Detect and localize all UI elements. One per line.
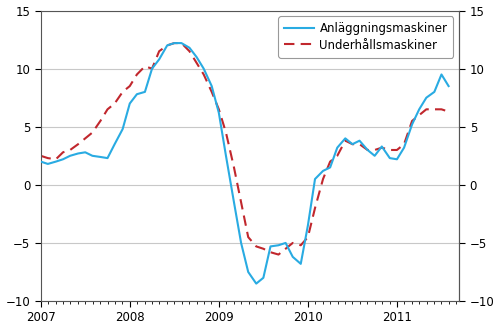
Anläggningsmaskiner <box>446 84 452 88</box>
Line: Anläggningsmaskiner: Anläggningsmaskiner <box>40 43 449 283</box>
Anläggningsmaskiner <box>172 41 177 45</box>
Anläggningsmaskiner <box>320 169 326 173</box>
Line: Underhållsmaskiner: Underhållsmaskiner <box>40 43 449 254</box>
Anläggningsmaskiner <box>364 148 370 152</box>
Underhållsmaskiner <box>276 252 281 256</box>
Anläggningsmaskiner <box>194 55 200 59</box>
Anläggningsmaskiner <box>253 281 259 285</box>
Underhållsmaskiner <box>172 41 177 45</box>
Underhållsmaskiner <box>305 235 311 239</box>
Underhållsmaskiner <box>45 156 51 160</box>
Anläggningsmaskiner <box>38 160 44 164</box>
Underhållsmaskiner <box>320 177 326 181</box>
Underhållsmaskiner <box>194 61 200 65</box>
Underhållsmaskiner <box>446 110 452 114</box>
Legend: Anläggningsmaskiner, Underhållsmaskiner: Anläggningsmaskiner, Underhållsmaskiner <box>278 16 454 58</box>
Underhållsmaskiner <box>364 148 370 152</box>
Underhållsmaskiner <box>282 247 288 251</box>
Underhållsmaskiner <box>38 154 44 158</box>
Anläggningsmaskiner <box>45 162 51 166</box>
Anläggningsmaskiner <box>305 223 311 227</box>
Anläggningsmaskiner <box>282 241 288 245</box>
